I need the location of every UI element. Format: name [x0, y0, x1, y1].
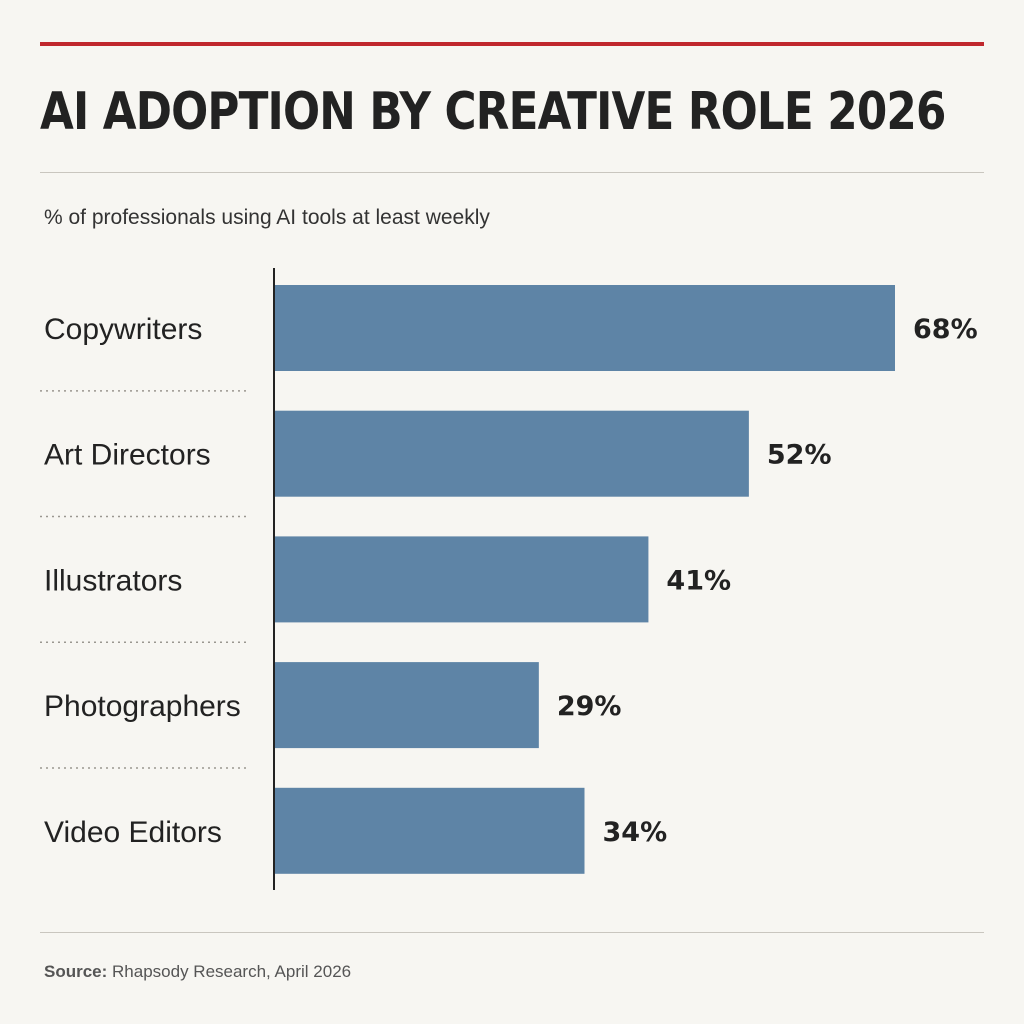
footer-divider	[40, 932, 984, 933]
category-label: Art Directors	[44, 439, 211, 472]
bar-copywriters	[274, 285, 895, 371]
bar-illustrators	[274, 536, 649, 623]
value-label: 29%	[557, 691, 622, 722]
source-note: Source: Rhapsody Research, April 2026	[44, 962, 351, 982]
value-label: 52%	[767, 440, 832, 471]
source-text: Rhapsody Research, April 2026	[107, 962, 352, 981]
bar-video-editors	[274, 787, 585, 874]
value-label: 34%	[603, 817, 668, 848]
bar-photographers	[274, 662, 539, 749]
value-label: 41%	[666, 565, 731, 596]
category-label: Video Editors	[44, 816, 222, 849]
chart-subtitle: % of professionals using AI tools at lea…	[44, 206, 490, 229]
category-label: Illustrators	[44, 564, 182, 597]
title-divider	[40, 172, 984, 173]
top-accent-rule	[40, 42, 984, 46]
category-label: Photographers	[44, 690, 241, 723]
value-label: 68%	[913, 314, 978, 345]
bar-art-directors	[274, 410, 749, 497]
category-label: Copywriters	[44, 313, 202, 346]
source-label: Source:	[44, 962, 108, 981]
chart-title: AI ADOPTION BY CREATIVE ROLE 2026	[40, 82, 946, 142]
